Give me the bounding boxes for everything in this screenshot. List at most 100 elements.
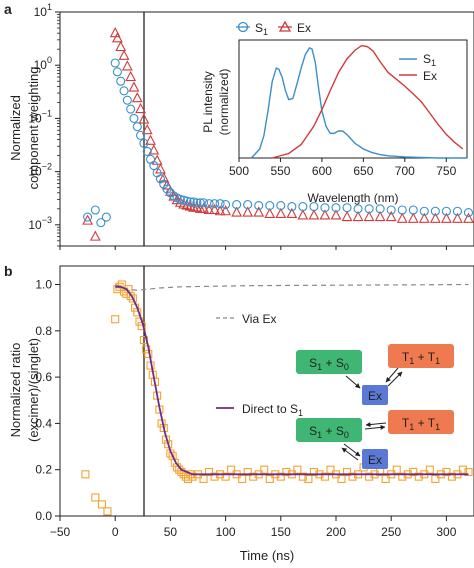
inset-xtick-label: 500 bbox=[229, 164, 249, 178]
s1-point bbox=[175, 194, 185, 204]
s1-point bbox=[320, 203, 330, 213]
scheme-top-arrow-t-to-ex bbox=[385, 367, 399, 383]
s1-point bbox=[159, 179, 169, 189]
scheme-top-ex-box bbox=[362, 385, 388, 405]
ratio-point bbox=[91, 493, 100, 502]
ratio-point bbox=[326, 465, 335, 474]
ratio-point bbox=[320, 472, 330, 481]
s1-point bbox=[215, 199, 225, 209]
s1-point bbox=[112, 67, 122, 77]
ratio-point bbox=[304, 474, 313, 484]
ratio-point bbox=[126, 292, 135, 301]
s1-point bbox=[430, 206, 440, 216]
scheme-via-ex: S1 + S0 T1 + T1 Ex bbox=[296, 344, 454, 405]
s1-point bbox=[375, 204, 385, 214]
ratio-point bbox=[282, 467, 291, 477]
ratio-point bbox=[135, 317, 144, 326]
panel-b-letter: b bbox=[4, 263, 13, 279]
s1-point bbox=[129, 113, 139, 123]
s1-point bbox=[149, 161, 159, 171]
s1-point bbox=[364, 204, 374, 214]
scheme-top-t-label: T1 + T1 bbox=[402, 350, 440, 366]
ex-point bbox=[374, 210, 386, 222]
scheme-bottom-arrow-s-to-t bbox=[364, 424, 386, 430]
s1-point bbox=[298, 202, 308, 212]
ex-point bbox=[89, 230, 101, 241]
ratio-point bbox=[238, 474, 247, 484]
ex-point bbox=[297, 209, 309, 220]
ratio-point bbox=[227, 465, 236, 474]
panel-a-inset: 500 550 600 650 700 750 Wavelength (nm) PL in… bbox=[201, 39, 468, 205]
ratio-point bbox=[243, 467, 252, 477]
ratio-point bbox=[249, 472, 258, 481]
panel-b-y-ticks: 0.0 0.2 0.4 0.6 0.8 1.0 bbox=[35, 278, 60, 523]
s1-point bbox=[441, 206, 451, 216]
b-xtick-label: −50 bbox=[50, 525, 71, 539]
inset-xtick-label: 550 bbox=[270, 164, 290, 178]
s1-point bbox=[309, 202, 319, 212]
inset-frame bbox=[238, 39, 468, 159]
scheme-bottom-s-label: S1 + S0 bbox=[309, 424, 349, 440]
ex-point bbox=[161, 179, 173, 190]
s1-point bbox=[419, 206, 429, 216]
ex-point bbox=[145, 134, 156, 145]
ex-point bbox=[111, 32, 123, 43]
legend-via-ex-label: Via Ex bbox=[242, 312, 276, 326]
s1-point bbox=[110, 58, 120, 68]
s1-point bbox=[397, 205, 407, 215]
ex-point bbox=[463, 212, 474, 223]
inset-y-label-line1: PL intensity bbox=[201, 71, 215, 133]
panel-a-y-label-line2: component weighting bbox=[26, 67, 41, 190]
s1-point bbox=[195, 198, 205, 208]
a-ytick-label: 101 bbox=[34, 2, 52, 19]
ex-point bbox=[308, 209, 320, 220]
b-ytick-label: 0.6 bbox=[35, 370, 52, 384]
via-ex-curve bbox=[114, 283, 469, 291]
ratio-point bbox=[442, 467, 451, 477]
scheme-bottom-arrow-s-to-ex bbox=[343, 443, 361, 457]
ex-point bbox=[121, 60, 133, 71]
ratio-point bbox=[265, 474, 274, 484]
s1-point bbox=[185, 197, 195, 207]
inset-x-ticks: 500 550 600 650 700 750 bbox=[229, 158, 457, 178]
b-xtick-label: 150 bbox=[271, 525, 291, 539]
inset-data bbox=[250, 44, 467, 159]
scheme-bottom-ex-label: Ex bbox=[368, 453, 382, 467]
inset-s1-curve bbox=[250, 47, 467, 159]
panel-b-y-label-line2: (excimer)/(singlet) bbox=[26, 338, 41, 442]
ex-point bbox=[264, 207, 276, 219]
ex-point bbox=[220, 205, 232, 216]
ex-point bbox=[407, 212, 419, 223]
scheme-bottom-arrow-t-to-s bbox=[365, 422, 387, 428]
s1-point bbox=[452, 206, 462, 216]
ex-point bbox=[209, 203, 220, 215]
b-xtick-label: 200 bbox=[326, 525, 346, 539]
panel-a-frame bbox=[59, 11, 474, 247]
inset-xtick-label: 650 bbox=[353, 164, 373, 178]
s1-point bbox=[132, 122, 142, 132]
ex-point bbox=[452, 212, 463, 223]
s1-point bbox=[210, 199, 220, 209]
ex-point bbox=[253, 206, 265, 217]
ex-point bbox=[396, 212, 408, 223]
inset-xtick-label: 700 bbox=[395, 164, 415, 178]
scheme-direct: S1 + S0 T1 + T1 Ex bbox=[296, 410, 454, 469]
s1-point bbox=[386, 205, 396, 215]
ex-point bbox=[352, 210, 364, 222]
ratio-point bbox=[342, 467, 352, 477]
ratio-point bbox=[111, 315, 120, 324]
s1-point bbox=[353, 204, 363, 214]
inset-y-label-line2: (normalized) bbox=[217, 69, 231, 136]
b-ytick-label: 1.0 bbox=[35, 278, 52, 292]
ratio-point bbox=[348, 472, 357, 481]
scheme-bottom-t-label: T1 + T1 bbox=[402, 416, 440, 432]
ex-point bbox=[363, 210, 375, 222]
s1-point bbox=[116, 76, 126, 86]
ex-point bbox=[275, 207, 287, 219]
ex-point bbox=[125, 70, 137, 82]
s1-point bbox=[119, 86, 129, 96]
s1-point bbox=[192, 198, 202, 208]
legend-direct-label: Direct to S1 bbox=[242, 402, 303, 418]
